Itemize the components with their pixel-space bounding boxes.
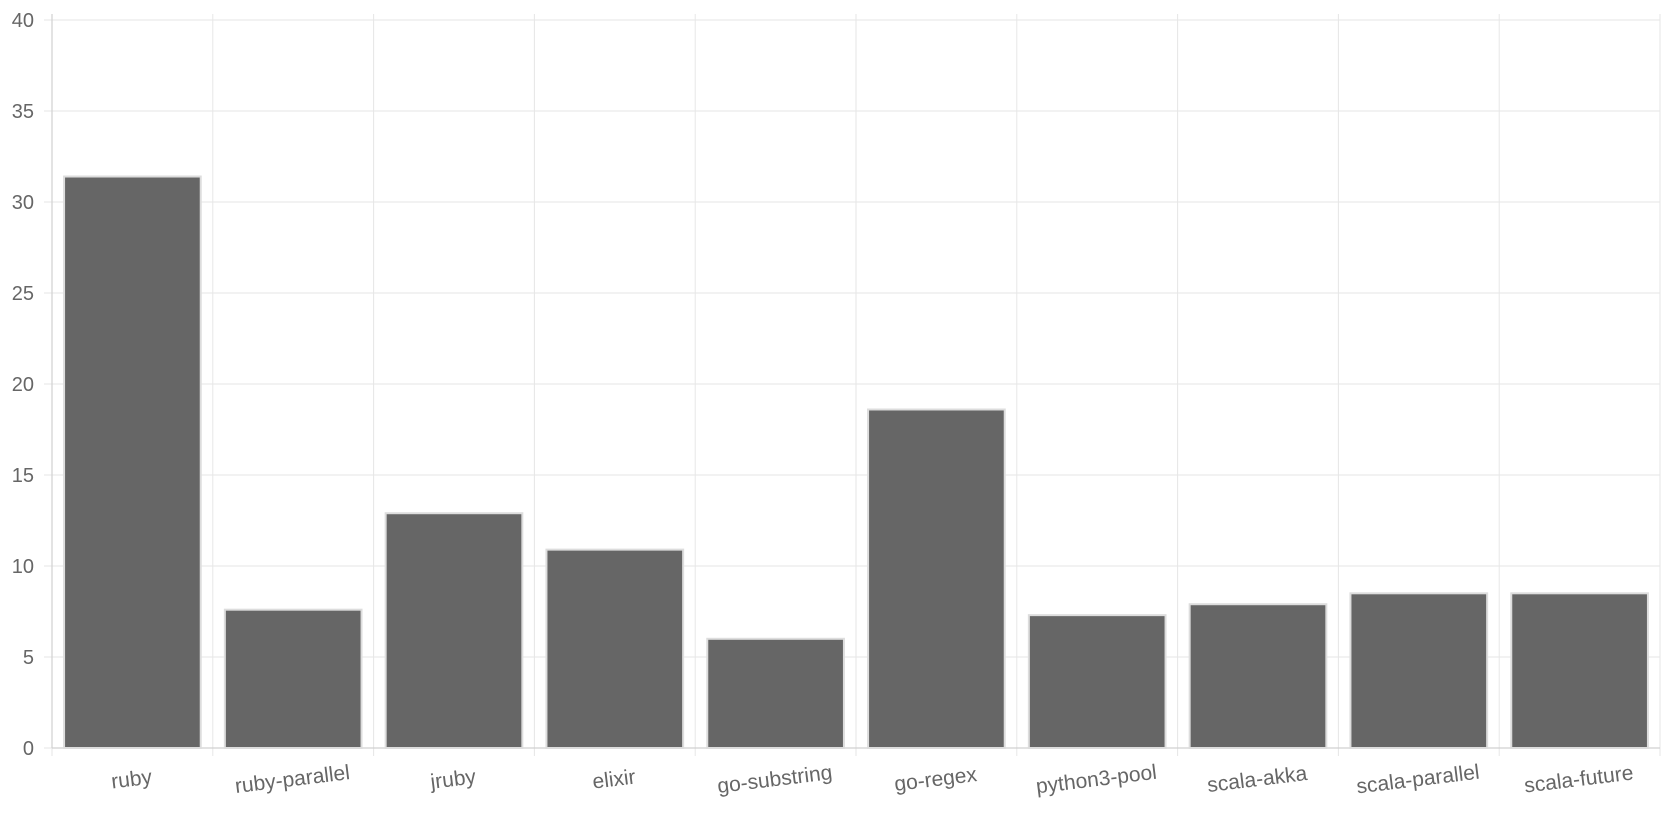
bar-ruby-parallel xyxy=(223,608,363,749)
y-tick-label: 5 xyxy=(23,647,34,669)
y-tick-label: 40 xyxy=(12,10,34,32)
bar-go-regex xyxy=(867,408,1006,749)
x-category-label: scala-akka xyxy=(1206,762,1309,797)
y-tick-label: 15 xyxy=(12,465,34,487)
x-category-label: scala-parallel xyxy=(1355,761,1481,799)
y-tick-label: 35 xyxy=(12,101,34,123)
x-category-label: ruby xyxy=(110,766,154,794)
x-category-label: scala-future xyxy=(1523,761,1635,797)
bar-elixir xyxy=(545,548,685,749)
bar-scala-akka xyxy=(1188,603,1328,749)
bar-jruby xyxy=(384,512,524,749)
bar-python3-pool xyxy=(1027,614,1167,750)
x-category-label: go-substring xyxy=(716,761,834,798)
x-category-label: go-regex xyxy=(893,763,979,796)
x-category-label: jruby xyxy=(428,765,477,794)
x-category-label: elixir xyxy=(591,766,637,794)
bar-go-substring xyxy=(706,637,845,749)
bar-scala-future xyxy=(1510,592,1649,749)
y-tick-label: 25 xyxy=(12,283,34,305)
y-tick-label: 30 xyxy=(12,192,34,214)
x-category-label: ruby-parallel xyxy=(234,761,352,798)
bar-scala-parallel xyxy=(1349,592,1489,749)
y-tick-label: 10 xyxy=(12,556,34,578)
x-category-label: python3-pool xyxy=(1035,761,1158,799)
y-tick-label: 0 xyxy=(23,738,34,760)
bar-ruby xyxy=(63,175,202,749)
y-tick-label: 20 xyxy=(12,374,34,396)
